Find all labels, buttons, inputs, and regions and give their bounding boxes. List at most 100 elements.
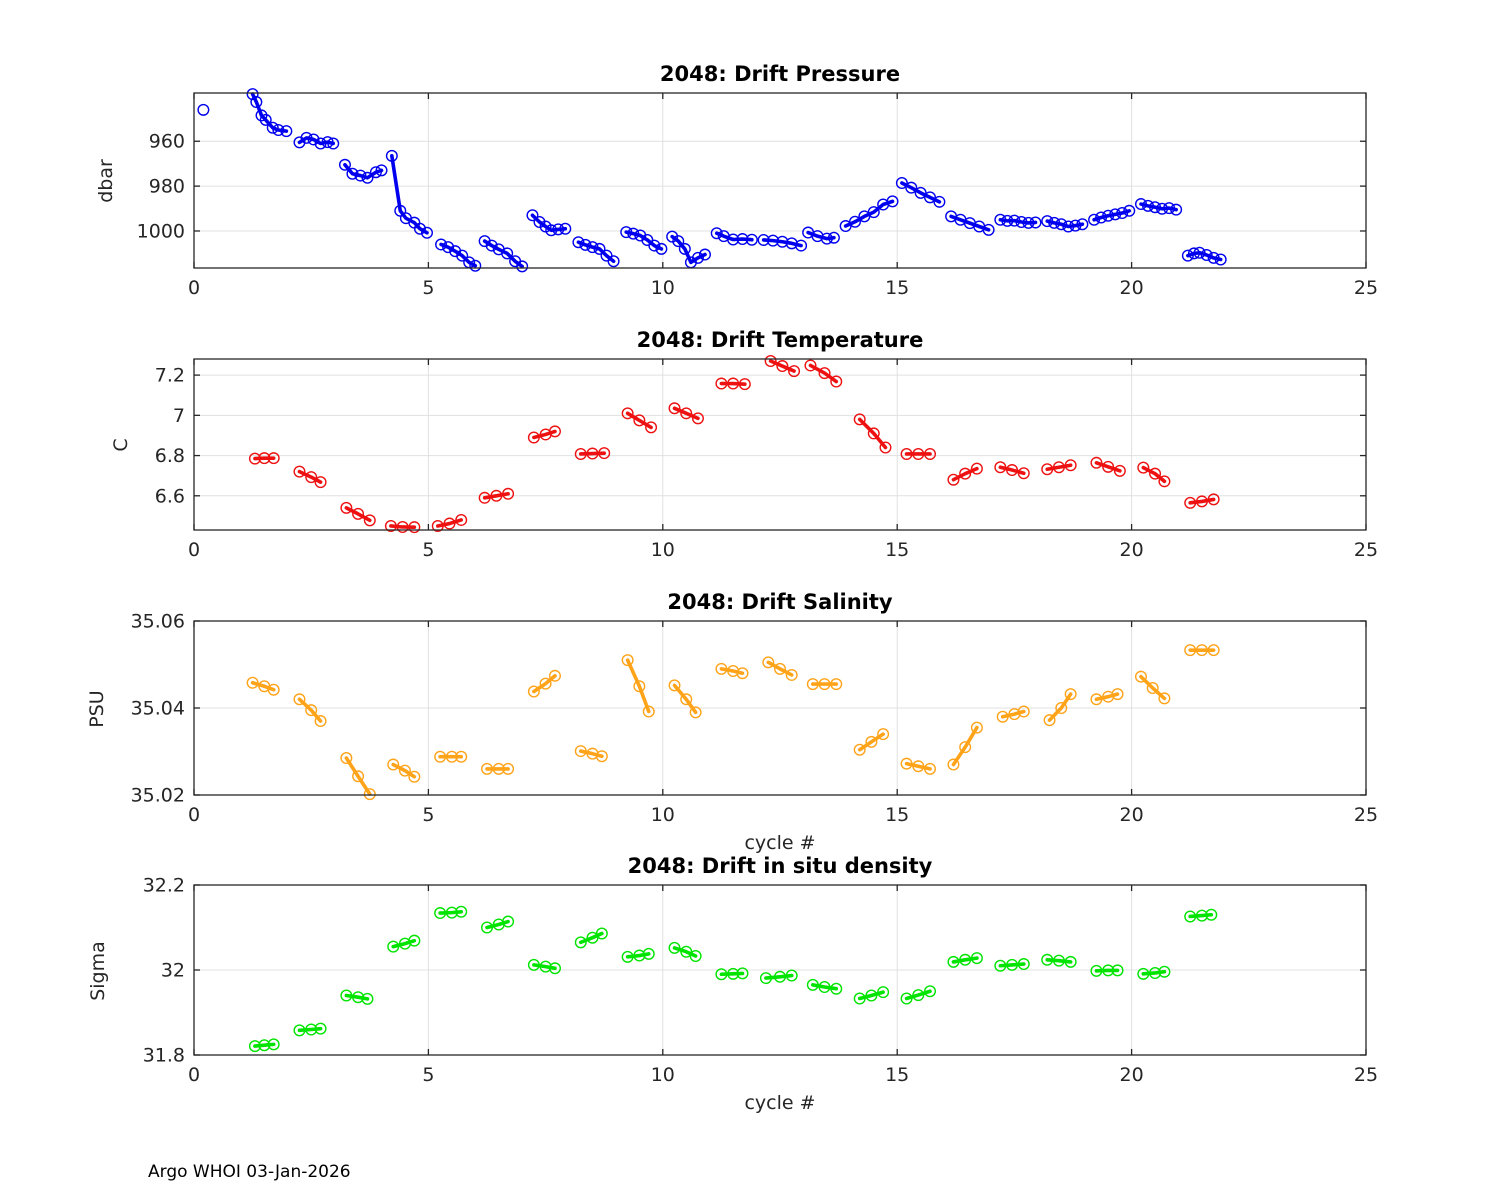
series-line xyxy=(1188,912,1214,919)
series-cycle-5 xyxy=(431,513,468,532)
data-point-marker xyxy=(539,960,552,973)
x-tick-label: 10 xyxy=(651,277,675,299)
data-point-marker xyxy=(502,762,515,775)
series-cycle-19 xyxy=(1090,964,1124,977)
series-cycle-0 xyxy=(197,103,210,116)
series-line xyxy=(1139,202,1178,212)
series-line xyxy=(761,238,803,248)
data-point-marker xyxy=(293,1024,306,1037)
data-point-marker xyxy=(1149,467,1162,480)
series-cycle-10 xyxy=(668,402,704,425)
data-point-marker xyxy=(1102,460,1115,473)
data-point-marker xyxy=(764,355,777,368)
x-tick-label: 5 xyxy=(422,1064,434,1086)
data-point-marker xyxy=(559,222,572,235)
series-cycle-4 xyxy=(387,758,421,783)
data-point-marker xyxy=(879,441,892,454)
data-point-marker xyxy=(1146,681,1159,694)
data-point-marker xyxy=(668,679,681,692)
data-point-marker xyxy=(267,1038,280,1051)
series-line xyxy=(719,667,745,676)
data-point-marker xyxy=(586,241,599,254)
data-point-marker xyxy=(691,251,704,264)
series-cycle-8 xyxy=(574,447,611,460)
series-line xyxy=(344,756,372,796)
data-point-marker xyxy=(1158,475,1171,488)
series-cycle-12 xyxy=(759,969,798,985)
data-point-marker xyxy=(595,927,608,940)
data-point-marker xyxy=(1156,202,1169,215)
series-cycle-4 xyxy=(387,934,421,953)
pressure-chart-title: 2048: Drift Pressure xyxy=(659,62,901,86)
x-tick-label: 25 xyxy=(1354,539,1378,561)
data-point-marker xyxy=(678,242,691,255)
data-point-marker xyxy=(900,757,913,770)
series-cycle-10 xyxy=(666,230,711,269)
data-point-marker xyxy=(1041,953,1054,966)
data-point-marker xyxy=(633,680,646,693)
data-point-marker xyxy=(598,447,611,460)
x-tick-label: 25 xyxy=(1354,1064,1378,1086)
series-line xyxy=(578,451,607,456)
data-point-marker xyxy=(363,788,376,801)
series-cycle-16 xyxy=(945,210,995,236)
data-point-marker xyxy=(259,113,272,126)
data-point-marker xyxy=(1158,965,1171,978)
data-point-marker xyxy=(621,407,634,420)
series-cycle-15 xyxy=(895,176,946,208)
data-point-marker xyxy=(248,1040,261,1053)
series-line xyxy=(904,989,932,1001)
data-point-marker xyxy=(293,465,306,478)
series-line xyxy=(297,697,323,723)
series-cycle-1 xyxy=(248,452,280,465)
series-cycle-21 xyxy=(1184,493,1220,509)
data-point-marker xyxy=(912,989,925,1002)
data-point-marker xyxy=(246,676,259,689)
series-cycle-2 xyxy=(293,465,327,489)
data-point-marker xyxy=(314,1022,327,1035)
series-line xyxy=(1000,709,1026,719)
data-point-marker xyxy=(774,970,787,983)
temperature-chart-title: 2048: Drift Temperature xyxy=(636,328,924,352)
axes-box xyxy=(193,358,1367,531)
series-cycle-2 xyxy=(293,131,340,150)
data-point-marker xyxy=(865,989,878,1002)
series-line xyxy=(719,381,747,386)
data-point-marker xyxy=(804,359,817,372)
data-point-marker xyxy=(1001,214,1014,227)
data-point-marker xyxy=(248,452,261,465)
data-point-marker xyxy=(1134,198,1147,211)
data-point-marker xyxy=(1111,688,1124,701)
series-cycle-12 xyxy=(764,355,801,378)
data-point-marker xyxy=(396,520,409,533)
series-cycle-4 xyxy=(385,149,433,239)
data-point-marker xyxy=(680,407,693,420)
series-line xyxy=(482,491,510,500)
data-point-marker xyxy=(715,968,728,981)
data-point-marker xyxy=(1055,218,1068,231)
data-point-marker xyxy=(727,233,740,246)
data-point-marker xyxy=(1102,209,1115,222)
panel--drift-temperature: 0 5 10 15 20 25 6.6 6.8 7 7.2 xyxy=(155,355,1378,561)
data-point-marker xyxy=(620,226,633,239)
data-point-marker xyxy=(1048,216,1061,229)
series-line xyxy=(389,524,417,529)
series-cycle-5 xyxy=(434,750,468,763)
series-cycle-17 xyxy=(994,213,1042,229)
data-point-marker xyxy=(300,131,313,144)
series-line xyxy=(576,240,616,264)
series-cycle-18 xyxy=(1043,688,1077,727)
data-point-marker xyxy=(340,501,353,514)
panel--drift-pressure: 0 5 10 15 20 25 960 980 1000 xyxy=(137,88,1378,299)
data-point-marker xyxy=(1170,203,1183,216)
data-point-marker xyxy=(445,906,458,919)
data-point-marker xyxy=(1111,964,1124,977)
series-cycle-20 xyxy=(1134,198,1183,216)
data-point-marker xyxy=(478,491,491,504)
data-point-marker xyxy=(672,235,685,248)
series-cycle-14 xyxy=(853,728,890,756)
data-point-marker xyxy=(785,668,798,681)
data-point-marker xyxy=(895,176,908,189)
data-point-marker xyxy=(272,124,285,137)
